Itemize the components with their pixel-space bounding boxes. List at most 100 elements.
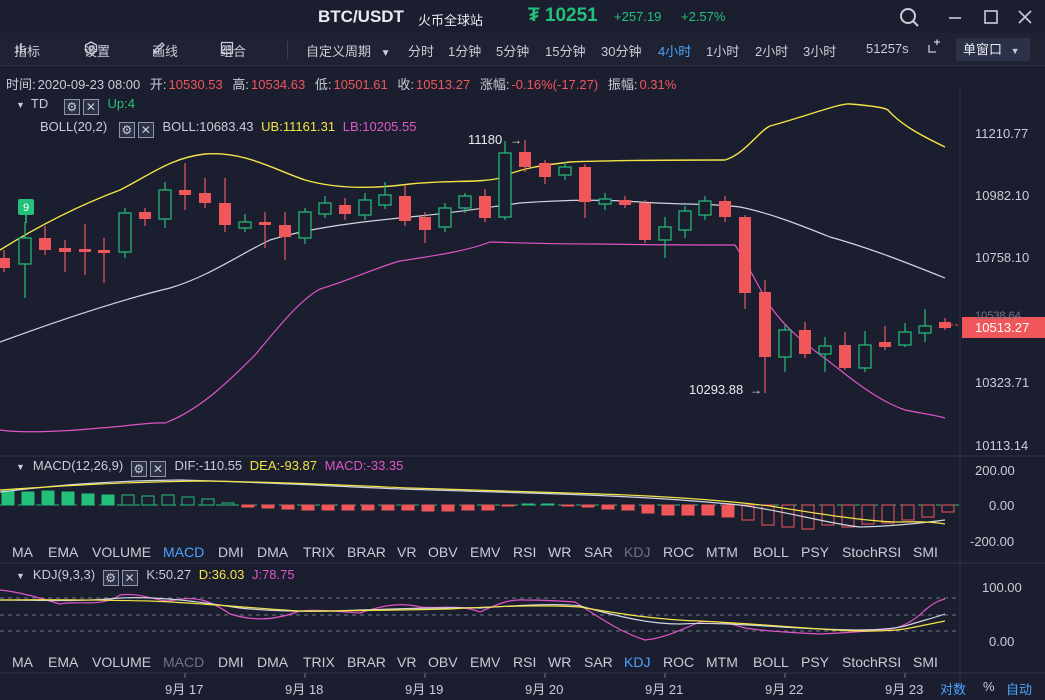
date-label: 9月 23 <box>885 682 924 697</box>
indicator-tab-emv[interactable]: EMV <box>470 544 501 560</box>
indicator-tab-rsi[interactable]: RSI <box>513 544 537 560</box>
candle <box>498 152 512 218</box>
candle <box>678 210 692 231</box>
indicator-tab-ma[interactable]: MA <box>12 544 33 560</box>
candle <box>259 222 271 225</box>
last-price: ₮ 10251 <box>528 5 598 26</box>
period-tab-2h[interactable]: 2小时 <box>755 44 789 59</box>
maximize-icon[interactable] <box>980 6 1002 28</box>
settings-button[interactable]: 设置 <box>84 41 110 60</box>
candle <box>739 217 751 293</box>
indicator-tab-brar[interactable]: BRAR <box>347 654 386 670</box>
macd-bar <box>601 504 615 510</box>
indicator-tab-dmi[interactable]: DMI <box>218 654 244 670</box>
candle <box>118 212 132 253</box>
period-tab-1h[interactable]: 1小时 <box>706 44 740 59</box>
date-label: 9月 22 <box>765 682 804 697</box>
gear-icon[interactable]: ⚙ <box>63 99 80 115</box>
indicator-tab-kdj[interactable]: KDJ <box>624 544 651 560</box>
indicator-tab-mtm[interactable]: MTM <box>706 654 738 670</box>
indicator-tab-brar[interactable]: BRAR <box>347 544 386 560</box>
indicator-tab-smi[interactable]: SMI <box>913 654 938 670</box>
close-icon[interactable] <box>1014 6 1036 28</box>
search-icon[interactable] <box>898 6 920 28</box>
indicator-tab-obv[interactable]: OBV <box>428 654 458 670</box>
indicator-tab-smi[interactable]: SMI <box>913 544 938 560</box>
macd-bar <box>141 495 155 506</box>
indicator-tab-ma[interactable]: MA <box>12 654 33 670</box>
indicator-tab-obv[interactable]: OBV <box>428 544 458 560</box>
boll-upper-line <box>0 103 946 251</box>
gear-icon[interactable]: ⚙ <box>130 461 147 477</box>
period-tab-4h[interactable]: 4小时 <box>658 44 692 59</box>
low-value: 10501.61 <box>333 77 388 92</box>
indicator-tab-volume[interactable]: VOLUME <box>92 544 152 560</box>
period-tab-30m[interactable]: 30分钟 <box>601 44 642 59</box>
indicator-tab-boll[interactable]: BOLL <box>753 544 789 560</box>
combine-button[interactable]: 组合 <box>220 41 246 60</box>
indicator-tab-rsi[interactable]: RSI <box>513 654 537 670</box>
exchange-name: 火币全球站 <box>418 13 484 28</box>
indicator-tab-trix[interactable]: TRIX <box>303 654 335 670</box>
period-tab-3h[interactable]: 3小时 <box>803 44 837 59</box>
period-tab-15m[interactable]: 15分钟 <box>545 44 586 59</box>
hexagon-settings-icon <box>84 41 98 55</box>
toolbar-divider <box>287 41 288 59</box>
td-indicator-label: ▼ TD ⚙ ✕ Up:4 <box>16 96 135 115</box>
collapse-icon[interactable]: ▼ <box>16 100 25 110</box>
indicator-tab-stochrsi[interactable]: StochRSI <box>842 654 902 670</box>
percent-scale-toggle[interactable]: % <box>983 679 995 694</box>
log-scale-toggle[interactable]: 对数 <box>940 682 967 697</box>
close-icon[interactable]: ✕ <box>82 99 99 115</box>
collapse-icon[interactable]: ▼ <box>16 462 25 472</box>
macd-bar <box>621 504 635 511</box>
boll-mid-line <box>0 199 946 343</box>
collapse-icon[interactable]: ▼ <box>16 571 25 581</box>
indicator-tab-emv[interactable]: EMV <box>470 654 501 670</box>
indicators-button[interactable]: 指标 <box>14 41 40 60</box>
close-icon[interactable]: ✕ <box>137 122 154 138</box>
kdj-j-line <box>0 589 946 641</box>
indicator-tab-trix[interactable]: TRIX <box>303 544 335 560</box>
indicator-tab-macd[interactable]: MACD <box>163 654 205 670</box>
custom-period-dropdown[interactable]: 自定义周期 ▼ <box>306 41 391 60</box>
indicator-tab-ema[interactable]: EMA <box>48 654 79 670</box>
period-tab-fenshi[interactable]: 分时 <box>408 44 435 59</box>
indicator-tab-mtm[interactable]: MTM <box>706 544 738 560</box>
screenshot-icon[interactable] <box>926 39 942 58</box>
indicator-tab-dma[interactable]: DMA <box>257 654 289 670</box>
indicator-tab-boll[interactable]: BOLL <box>753 654 789 670</box>
indicator-tab-ema[interactable]: EMA <box>48 544 79 560</box>
period-tab-5m[interactable]: 5分钟 <box>496 44 530 59</box>
period-tab-1m[interactable]: 1分钟 <box>448 44 482 59</box>
draw-button[interactable]: 画线 <box>152 41 178 60</box>
indicator-tab-sar[interactable]: SAR <box>584 654 613 670</box>
indicator-tab-roc[interactable]: ROC <box>663 544 695 560</box>
indicator-tab-macd[interactable]: MACD <box>163 544 205 560</box>
macd-bar <box>721 504 735 518</box>
indicator-tab-kdj[interactable]: KDJ <box>624 654 651 670</box>
indicator-tab-vr[interactable]: VR <box>397 544 417 560</box>
indicator-tab-volume[interactable]: VOLUME <box>92 654 152 670</box>
gear-icon[interactable]: ⚙ <box>102 570 119 586</box>
indicator-tab-roc[interactable]: ROC <box>663 654 695 670</box>
indicator-tab-sar[interactable]: SAR <box>584 544 613 560</box>
minimize-icon[interactable] <box>944 6 966 28</box>
auto-scale-toggle[interactable]: 自动 <box>1006 682 1033 697</box>
window-mode-select[interactable]: 单窗口 ▼ <box>956 38 1030 61</box>
indicator-tab-vr[interactable]: VR <box>397 654 417 670</box>
indicator-tab-stochrsi[interactable]: StochRSI <box>842 544 902 560</box>
indicator-tab-psy[interactable]: PSY <box>801 544 830 560</box>
close-icon[interactable]: ✕ <box>121 570 138 586</box>
macd-bar <box>641 504 655 514</box>
indicator-tab-dmi[interactable]: DMI <box>218 544 244 560</box>
indicator-tab-dma[interactable]: DMA <box>257 544 289 560</box>
indicator-tab-wr[interactable]: WR <box>548 544 572 560</box>
macd-bar <box>681 504 695 516</box>
indicator-tab-wr[interactable]: WR <box>548 654 572 670</box>
close-icon[interactable]: ✕ <box>149 461 166 477</box>
indicator-tab-psy[interactable]: PSY <box>801 654 830 670</box>
gear-icon[interactable]: ⚙ <box>118 122 135 138</box>
candle <box>839 345 851 368</box>
